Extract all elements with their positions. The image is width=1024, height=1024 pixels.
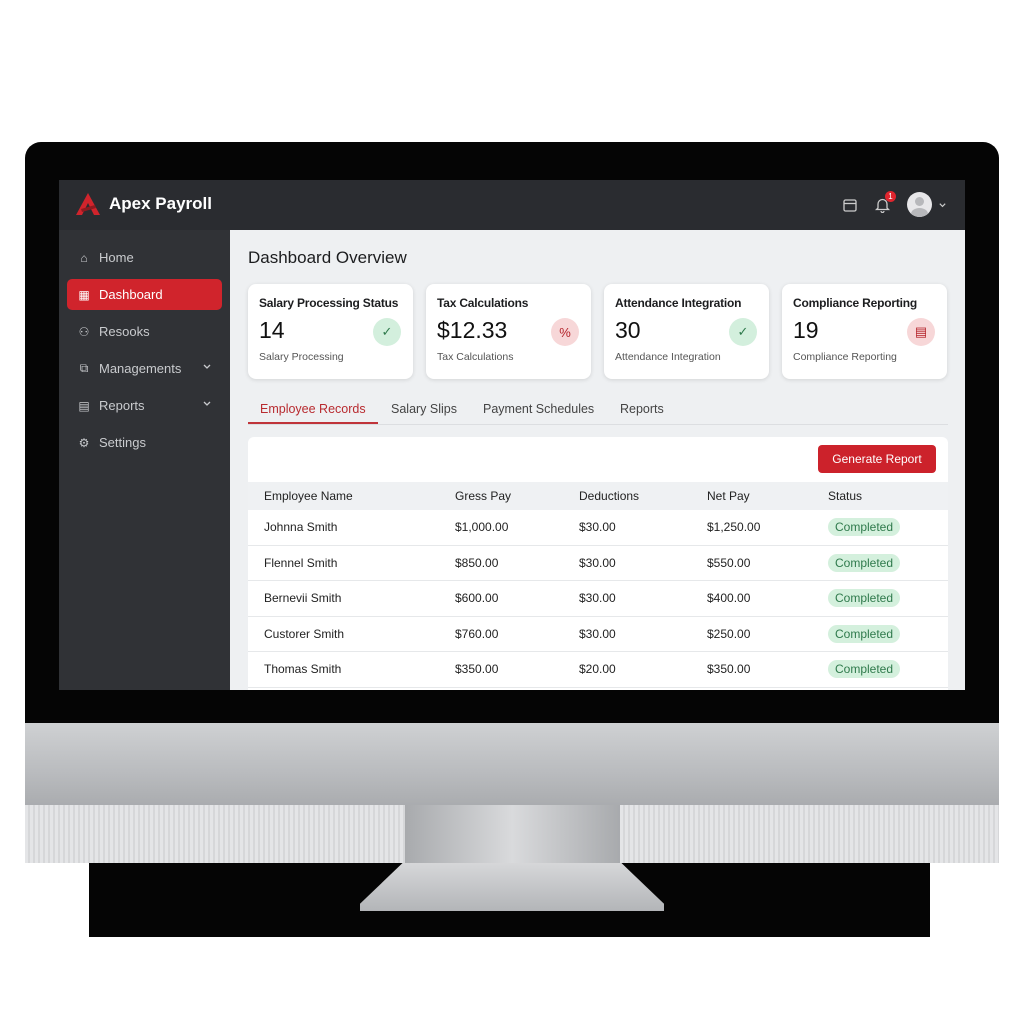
table-cell: $30.00: [579, 591, 616, 606]
monitor-stand-neck: [405, 805, 620, 865]
column-header[interactable]: Employee Name: [264, 489, 353, 503]
chevron-down-icon[interactable]: [938, 201, 947, 210]
table-cell: $350.00: [455, 662, 499, 677]
table-cell: $30.00: [579, 555, 616, 570]
sidebar-item-reports[interactable]: ▤ Reports: [67, 390, 222, 421]
status-badge: Completed: [828, 660, 901, 679]
chevron-down-icon: [203, 401, 211, 406]
card-subtitle: Tax Calculations: [437, 351, 514, 363]
apex-logo-icon: [76, 193, 100, 215]
table-cell: $760.00: [455, 626, 499, 641]
check-icon: ✓: [373, 318, 401, 346]
sidebar-item-resooks[interactable]: ⚇ Resooks: [67, 316, 222, 347]
table-row[interactable]: Custorer Smith $760.00 $30.00 $250.00 Comple…: [248, 616, 948, 652]
tab-employee-records[interactable]: Employee Records: [260, 402, 366, 416]
grid-icon: ▦: [78, 287, 90, 302]
card-value: 30: [615, 317, 641, 343]
sidebar-item-label: Reports: [99, 398, 145, 413]
monitor-stand-foot: [360, 863, 664, 911]
report-icon: ▤: [78, 398, 90, 413]
tab-payment-schedules[interactable]: Payment Schedules: [483, 402, 595, 416]
sidebar-item-managements[interactable]: ⧉ Managements: [67, 353, 222, 384]
table-row[interactable]: Thomas Smith $350.00 $20.00 $350.00 Complete…: [248, 652, 948, 688]
sidebar-item-label: Managements: [99, 361, 182, 376]
sidebar-item-dashboard[interactable]: ▦ Dashboard: [67, 279, 222, 310]
sidebar-item-label: Settings: [99, 435, 146, 450]
table-cell: $350.00: [707, 662, 751, 677]
tab-reports[interactable]: Reports: [620, 402, 664, 416]
card-title: Attendance Integration: [615, 296, 742, 310]
check-icon: ✓: [729, 318, 757, 346]
table-cell: $400.00: [707, 591, 751, 606]
calendar-icon[interactable]: [843, 198, 857, 212]
table-cell: $1,250.00: [707, 520, 761, 535]
card-tax-calculations: Tax Calculations $12.33 Tax Calculations…: [426, 284, 591, 379]
table-cell: $600.00: [455, 591, 499, 606]
app-screen: Apex Payroll 1 ⌂ Home ▦ Dashboard ⚇ Resooks…: [59, 180, 965, 690]
table-cell: Flennel Smith: [264, 555, 338, 570]
column-header[interactable]: Gress Pay: [455, 489, 512, 503]
briefcase-icon: ⧉: [79, 361, 89, 375]
card-subtitle: Salary Processing: [259, 351, 344, 363]
sidebar: ⌂ Home ▦ Dashboard ⚇ Resooks ⧉ Managements ▤…: [59, 230, 230, 690]
table-cell: $850.00: [455, 555, 499, 570]
table-cell: Johnna Smith: [264, 520, 338, 535]
document-icon: ▤: [907, 318, 935, 346]
status-badge: Completed: [828, 624, 901, 643]
table-cell: $550.00: [707, 555, 751, 570]
table-cell: $1,000.00: [455, 520, 509, 535]
chevron-down-icon: [203, 364, 211, 369]
sidebar-item-settings[interactable]: ⚙ Settings: [67, 427, 222, 458]
table-cell: $30.00: [579, 520, 616, 535]
notification-badge: 1: [885, 191, 896, 202]
status-badge: Completed: [828, 553, 901, 572]
bell-icon[interactable]: [875, 197, 890, 213]
card-title: Compliance Reporting: [793, 296, 918, 310]
brand[interactable]: Apex Payroll: [75, 192, 212, 216]
avatar[interactable]: [907, 192, 932, 217]
table-row[interactable]: Johnna Smith $1,000.00 $30.00 $1,250.00 Comp…: [248, 510, 948, 546]
table-row[interactable]: Bernevii Smith $600.00 $30.00 $400.00 Comple…: [248, 581, 948, 617]
card-salary-processing: Salary Processing Status 14 Salary Proce…: [248, 284, 413, 379]
table-header: Employee Name Gress Pay Deductions Net P…: [248, 482, 948, 510]
card-value: $12.33: [437, 317, 508, 343]
table-cell: Bernevii Smith: [264, 591, 342, 606]
card-attendance-integration: Attendance Integration 30 Attendance Int…: [604, 284, 769, 379]
column-header[interactable]: Status: [828, 489, 863, 503]
card-value: 14: [259, 317, 285, 343]
sidebar-item-label: Dashboard: [99, 287, 163, 302]
app-name: Apex Payroll: [109, 194, 212, 213]
home-icon: ⌂: [80, 250, 88, 265]
monitor-chin: [25, 723, 999, 807]
card-subtitle: Attendance Integration: [615, 351, 721, 363]
percent-icon: %: [551, 318, 579, 346]
column-header[interactable]: Deductions: [579, 489, 640, 503]
status-badge: Completed: [828, 589, 901, 608]
sidebar-item-label: Resooks: [99, 324, 150, 339]
table-cell: $250.00: [707, 626, 751, 641]
card-compliance-reporting: Compliance Reporting 19 Compliance Repor…: [782, 284, 947, 379]
page-title: Dashboard Overview: [248, 248, 407, 267]
sidebar-item-label: Home: [99, 250, 134, 265]
table-cell: $30.00: [579, 626, 616, 641]
status-badge: Completed: [828, 518, 901, 537]
card-title: Salary Processing Status: [259, 296, 399, 310]
column-header[interactable]: Net Pay: [707, 489, 750, 503]
active-tab-indicator: [248, 422, 378, 424]
table-cell: $20.00: [579, 662, 616, 677]
card-title: Tax Calculations: [437, 296, 529, 310]
card-subtitle: Compliance Reporting: [793, 351, 897, 363]
gear-icon: ⚙: [78, 435, 90, 450]
users-icon: ⚇: [78, 324, 90, 339]
generate-report-button[interactable]: Generate Report: [818, 445, 936, 473]
tab-salary-slips[interactable]: Salary Slips: [391, 402, 457, 416]
table-cell: Thomas Smith: [264, 662, 342, 677]
tab-divider: [248, 424, 948, 425]
table-cell: Custorer Smith: [264, 626, 345, 641]
card-value: 19: [793, 317, 819, 343]
sidebar-item-home[interactable]: ⌂ Home: [67, 242, 222, 273]
table-row[interactable]: Flennel Smith $850.00 $30.00 $550.00 Complet…: [248, 545, 948, 581]
top-bar: Apex Payroll 1: [59, 180, 965, 230]
employee-table-panel: Generate Report Employee Name Gress Pay …: [248, 437, 948, 690]
